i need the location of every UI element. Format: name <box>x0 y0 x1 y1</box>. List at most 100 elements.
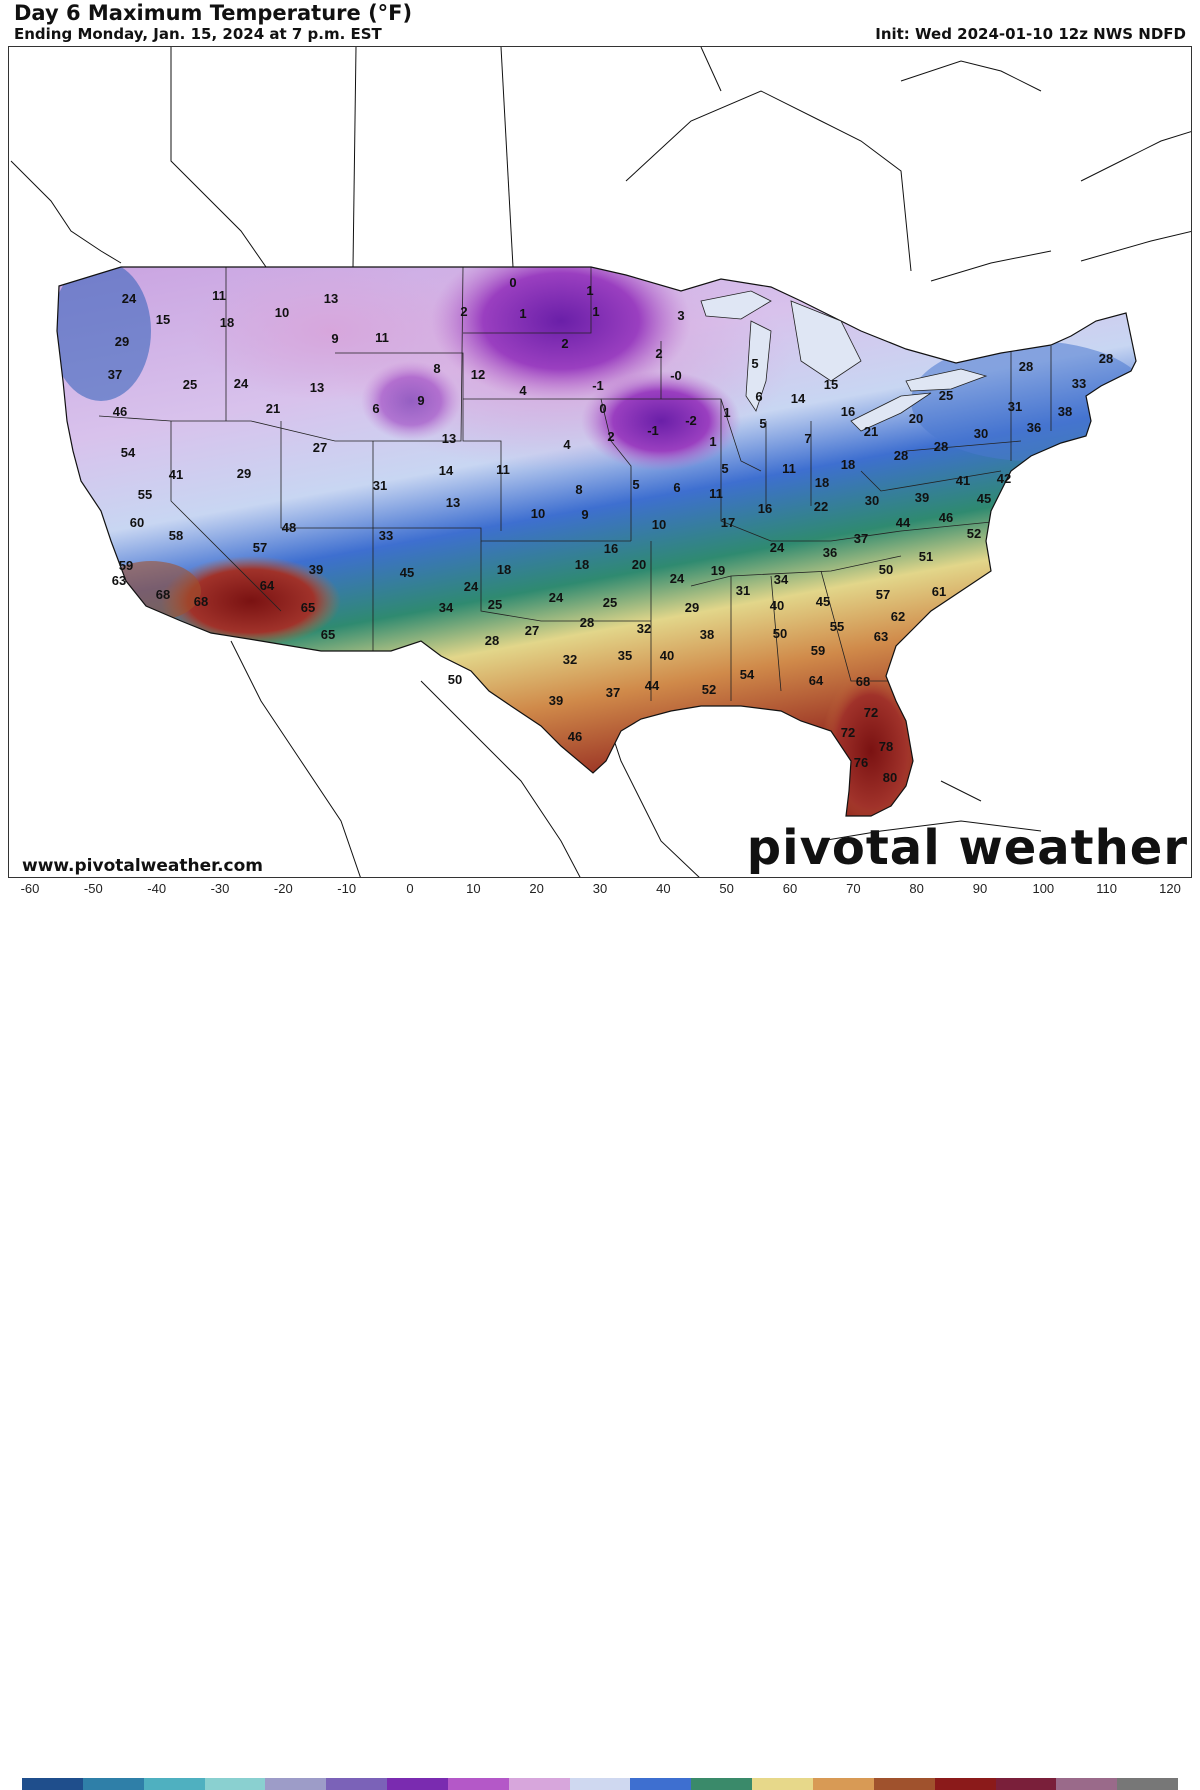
temperature-label: 50 <box>773 626 787 641</box>
scale-segment <box>569 1778 631 1790</box>
great-lakes <box>700 290 988 432</box>
temperature-label: 28 <box>894 448 908 463</box>
temperature-label: 44 <box>896 515 911 530</box>
website-credit: www.pivotalweather.com <box>22 856 264 876</box>
temperature-label: 25 <box>603 595 617 610</box>
temperature-label: 4 <box>519 383 527 398</box>
scale-segment <box>326 1778 388 1790</box>
scale-segment <box>752 1778 813 1790</box>
scale-segment <box>630 1778 692 1790</box>
temperature-label: 30 <box>865 493 879 508</box>
scale-segment <box>143 1778 205 1790</box>
state-borders <box>98 267 1052 701</box>
temperature-label: 41 <box>169 467 183 482</box>
temperature-label: 24 <box>670 571 685 586</box>
scale-tick-label: 0 <box>406 881 414 896</box>
temperature-label: 57 <box>876 587 890 602</box>
scale-tick-label: 60 <box>782 881 798 896</box>
temperature-label: 8 <box>433 361 440 376</box>
scale-segment <box>812 1778 874 1790</box>
scale-segment <box>387 1778 448 1790</box>
temperature-label: 39 <box>915 490 929 505</box>
temperature-label: 52 <box>702 682 716 697</box>
scale-tick-label: -10 <box>337 881 357 896</box>
temperature-label: 0 <box>599 401 606 416</box>
temperature-label: 35 <box>618 648 632 663</box>
temperature-label: 28 <box>1099 351 1113 366</box>
temperature-label: 0 <box>509 275 516 290</box>
temperature-label: 15 <box>156 312 170 327</box>
temperature-label: 63 <box>874 629 888 644</box>
temperature-label: 50 <box>879 562 893 577</box>
temperature-label: 2 <box>607 429 614 444</box>
temperature-label: 46 <box>113 404 127 419</box>
scale-tick-label: 70 <box>846 881 861 896</box>
temperature-label: 64 <box>809 673 824 688</box>
scale-segment <box>447 1778 509 1790</box>
temperature-map[interactable]: 24 11 10 13 15 18 9 11 29 37 25 24 13 21 46 6 9 8 12 4 2 0 1 2 1… <box>8 46 1192 878</box>
temperature-label: 34 <box>439 600 454 615</box>
scale-segment <box>22 1778 83 1790</box>
temperature-label: 78 <box>879 739 893 754</box>
temperature-label: 59 <box>119 558 133 573</box>
temperature-label: 24 <box>549 590 564 605</box>
temperature-label: 25 <box>488 597 502 612</box>
map-title: Day 6 Maximum Temperature (°F) <box>14 1 413 25</box>
temperature-label: 28 <box>934 439 948 454</box>
temperature-label: 10 <box>652 517 666 532</box>
scale-segment <box>691 1778 753 1790</box>
temperature-label: 21 <box>266 401 280 416</box>
temperature-label: 10 <box>531 506 545 521</box>
temperature-label: 50 <box>448 672 462 687</box>
temperature-label: 16 <box>841 404 855 419</box>
scale-tick-label: 80 <box>909 881 924 896</box>
temperature-label: 54 <box>121 445 136 460</box>
temperature-label: -2 <box>685 413 697 428</box>
temperature-label: 4 <box>563 437 571 452</box>
temperature-label: 24 <box>234 376 249 391</box>
us-outline <box>56 266 1137 817</box>
temperature-label: 59 <box>811 643 825 658</box>
temperature-label: 57 <box>253 540 267 555</box>
color-scale: -60 -50 -40 -30 -20 -10 0 10 20 30 40 50 60 70 80 90 100… <box>0 879 1200 1790</box>
temperature-label: 2 <box>460 304 467 319</box>
temperature-label: 15 <box>824 377 838 392</box>
scale-tick-label: -40 <box>147 881 167 896</box>
temperature-label: 45 <box>400 565 414 580</box>
temperature-label: 29 <box>115 334 129 349</box>
temperature-label: 38 <box>700 627 714 642</box>
temperature-label: 11 <box>212 288 226 303</box>
temperature-label: 18 <box>841 457 855 472</box>
temperature-label: 1 <box>586 283 593 298</box>
temperature-label: 31 <box>736 583 750 598</box>
temperature-label: 18 <box>575 557 589 572</box>
temperature-label: 61 <box>932 584 946 599</box>
temperature-label: 8 <box>575 482 582 497</box>
temperature-label: 14 <box>791 391 806 406</box>
temperature-label: 18 <box>497 562 511 577</box>
temperature-label: 32 <box>563 652 577 667</box>
temperature-label: 1 <box>592 304 599 319</box>
scale-segment <box>1117 1778 1179 1790</box>
temperature-label: 17 <box>721 515 735 530</box>
temperature-label: 48 <box>282 520 296 535</box>
temperature-label: 25 <box>939 388 953 403</box>
temperature-label: 5 <box>632 477 639 492</box>
temperature-label: 22 <box>814 499 828 514</box>
temperature-label: 44 <box>645 678 660 693</box>
temperature-label: 33 <box>1072 376 1086 391</box>
scale-segment <box>508 1778 570 1790</box>
temperature-label: 39 <box>549 693 563 708</box>
temperature-label: 1 <box>709 434 716 449</box>
temperature-label: 20 <box>909 411 923 426</box>
scale-segment <box>995 1778 1057 1790</box>
temperature-label: 13 <box>310 380 324 395</box>
temperature-label: 3 <box>677 308 684 323</box>
scale-segment <box>265 1778 327 1790</box>
scale-tick-label: -50 <box>83 881 103 896</box>
temperature-label: 5 <box>721 461 728 476</box>
temperature-label: 16 <box>604 541 618 556</box>
temperature-label: 18 <box>220 315 234 330</box>
temperature-label: 27 <box>525 623 539 638</box>
temperature-label: 28 <box>485 633 499 648</box>
